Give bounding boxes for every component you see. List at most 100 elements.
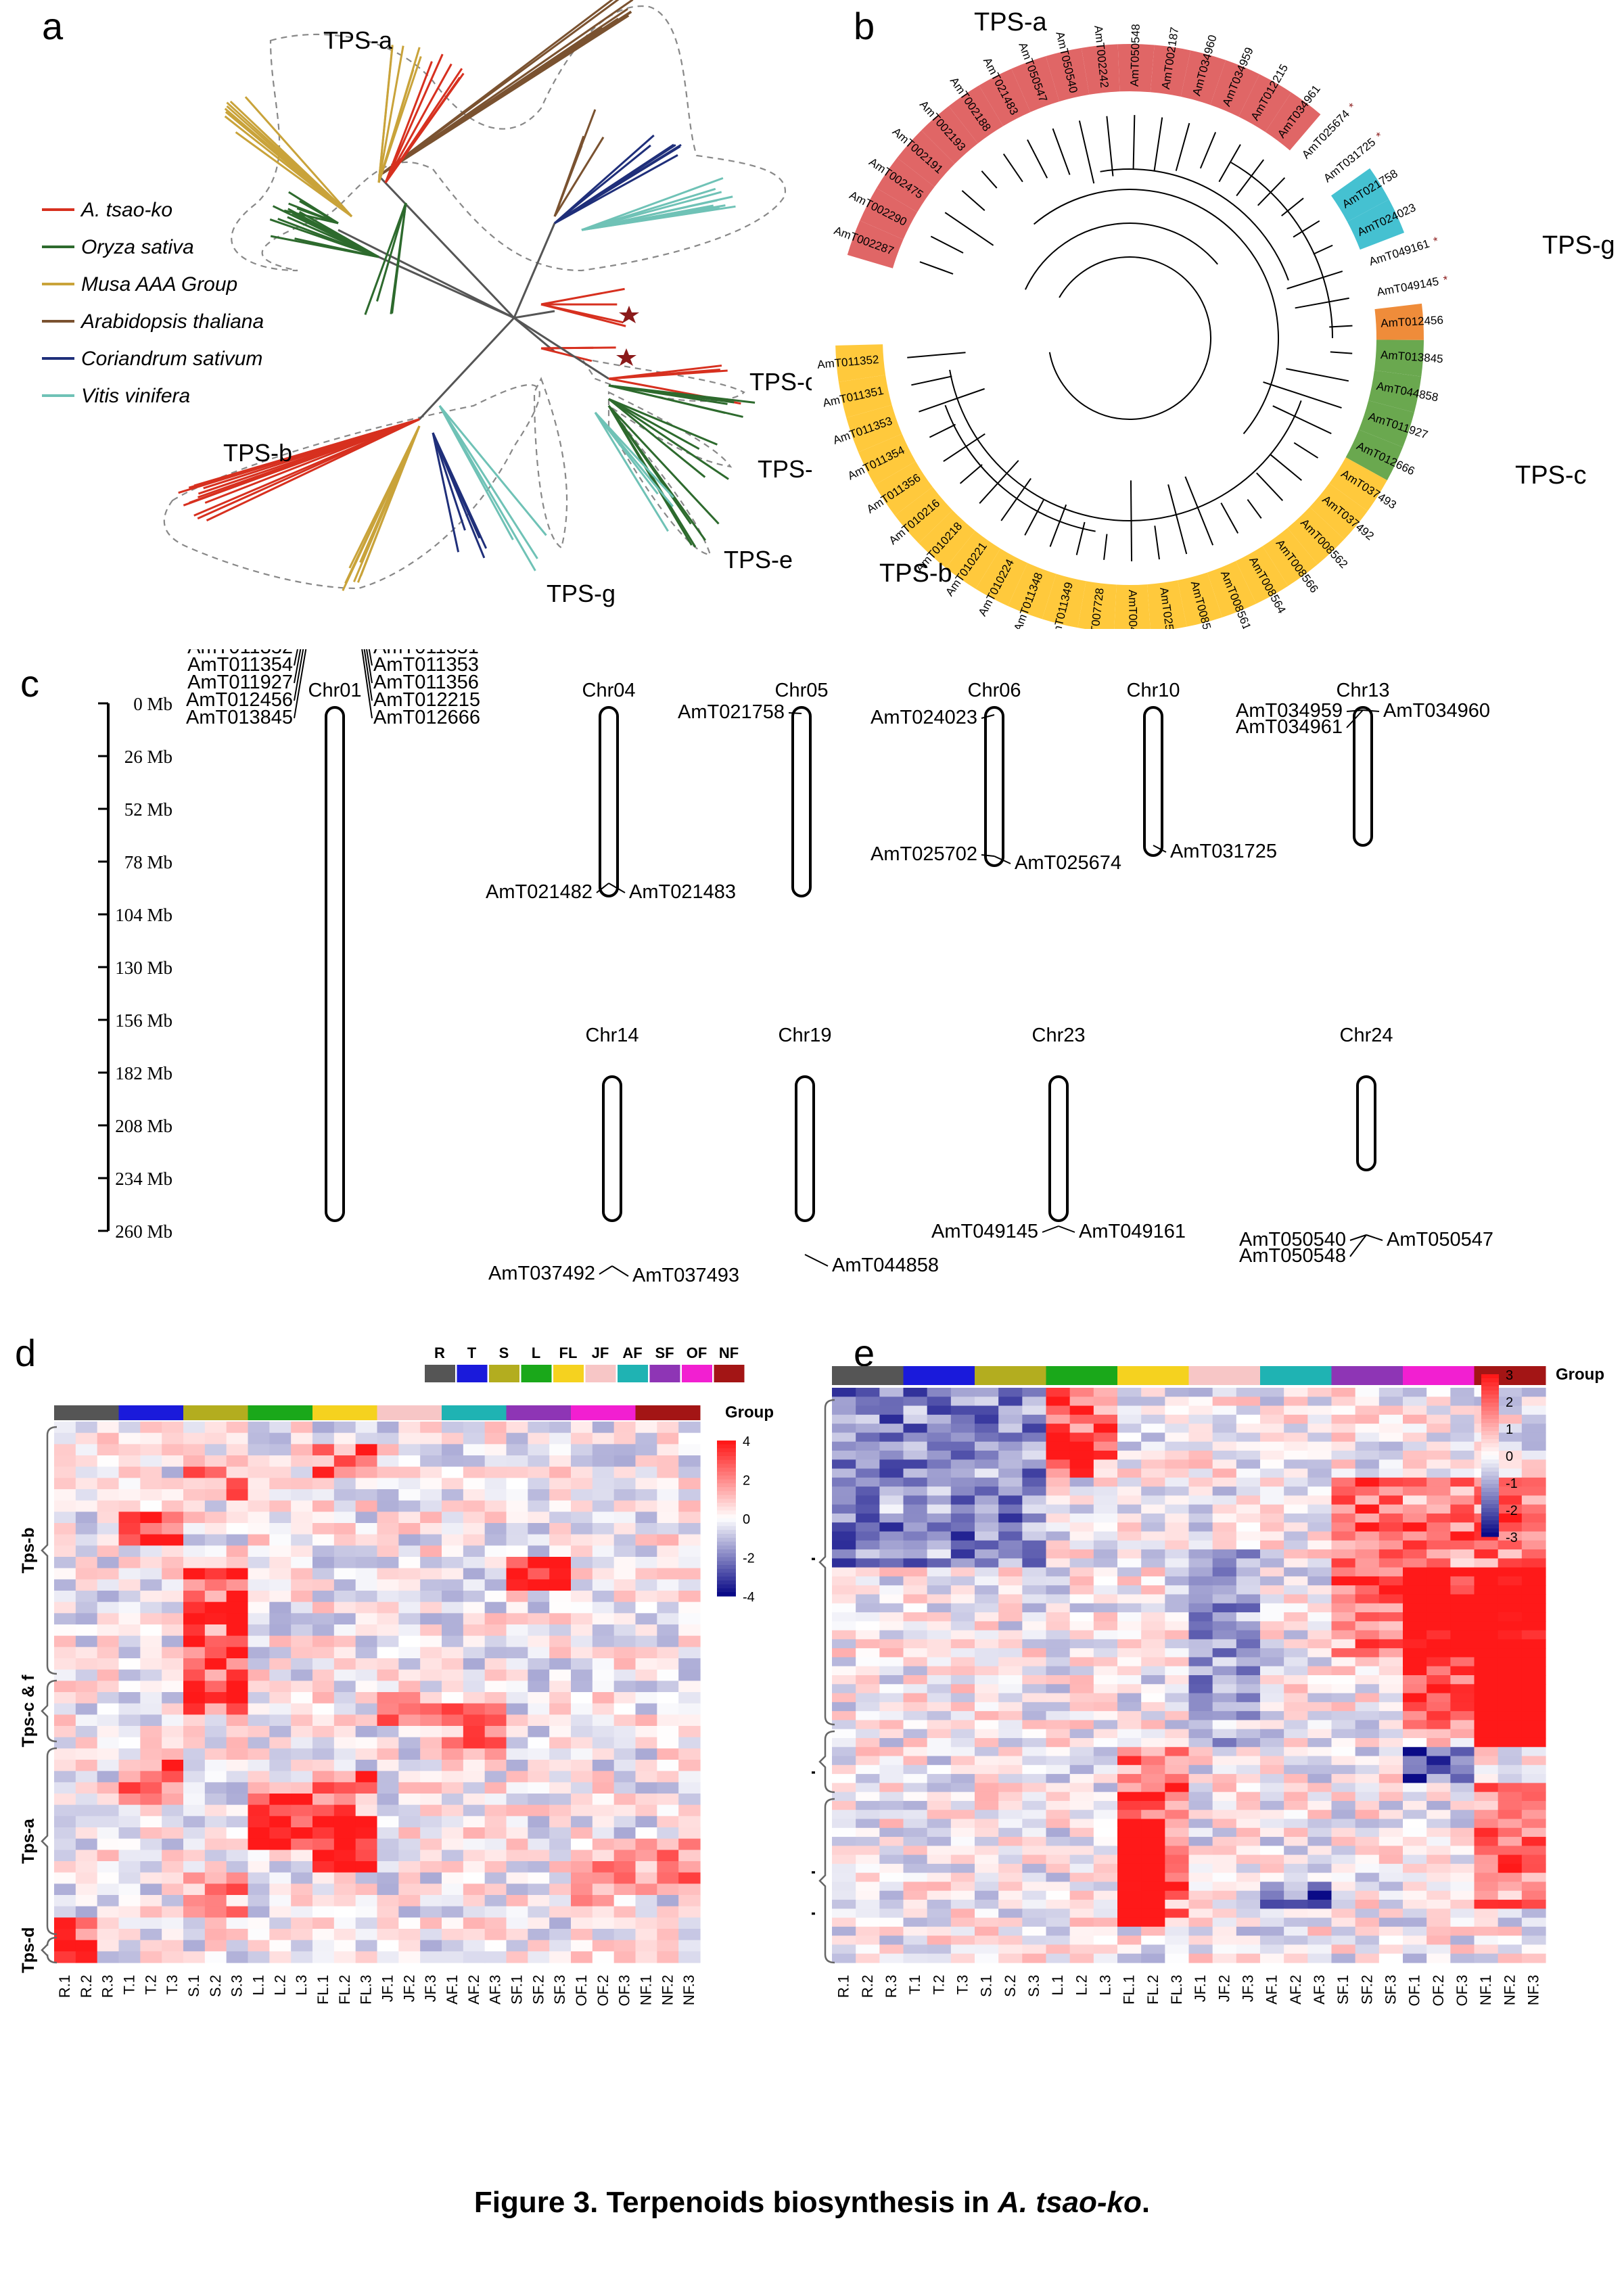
heatmap-cell [1307, 1873, 1332, 1883]
heatmap-cell [1378, 1909, 1403, 1919]
heatmap-cell [549, 1850, 572, 1862]
heatmap-cell [1093, 1630, 1118, 1640]
heatmap-cell [678, 1850, 701, 1862]
heatmap-cell [162, 1591, 184, 1603]
heatmap-cell [1331, 1603, 1356, 1613]
heatmap-cell [54, 1827, 76, 1840]
heatmap-cell [613, 1726, 636, 1738]
heatmap-cell [463, 1940, 486, 1952]
heatmap-cell [1236, 1863, 1261, 1873]
heatmap-cell [903, 1504, 928, 1514]
heatmap-cell [549, 1692, 572, 1704]
sample-label: SF.3 [1382, 1975, 1399, 2005]
heatmap-cell [975, 1827, 999, 1837]
heatmap-cell [442, 1613, 464, 1625]
heatmap-cell [1046, 1900, 1071, 1909]
heatmap-cell [1117, 1909, 1142, 1919]
heatmap-cell [1403, 1720, 1427, 1730]
heatmap-cell [1188, 1477, 1213, 1487]
heatmap-cell [118, 1455, 141, 1468]
heatmap-cell [463, 1895, 486, 1907]
heatmap-cell [377, 1635, 399, 1647]
chromosome-title: Chr01 [308, 680, 362, 701]
heatmap-cell [1046, 1684, 1071, 1694]
heatmap-cell [1141, 1468, 1165, 1478]
heatmap-cell [1521, 1926, 1546, 1936]
heatmap-cell [140, 1726, 162, 1738]
heatmap-cell [879, 1397, 904, 1407]
heatmap-cell [355, 1658, 378, 1670]
heatmap-cell [678, 1771, 701, 1783]
heatmap-cell [571, 1760, 593, 1772]
heatmap-cell [484, 1579, 507, 1591]
heatmap-cell [571, 1489, 593, 1501]
heatmap-cell [571, 1714, 593, 1727]
heatmap-cell [269, 1692, 292, 1704]
heatmap-cell [248, 1545, 270, 1558]
heatmap-cell [1450, 1666, 1475, 1676]
heatmap-cell [1307, 1405, 1332, 1415]
heatmap-cell [1521, 1540, 1546, 1550]
heatmap-cell [1378, 1863, 1403, 1873]
heatmap-cell [528, 1557, 550, 1569]
clade-sector [1207, 561, 1257, 617]
heatmap-cell [355, 1444, 378, 1456]
heatmap-cell [1521, 1756, 1546, 1766]
sample-label: AF.1 [444, 1975, 461, 2005]
heatmap-cell [1521, 1639, 1546, 1649]
heatmap-cell [998, 1890, 1023, 1900]
heatmap-cell [140, 1929, 162, 1941]
heatmap-cell [879, 1827, 904, 1837]
heatmap-cell [291, 1545, 313, 1558]
heatmap-cell [1378, 1639, 1403, 1649]
heatmap-cell [1307, 1648, 1332, 1658]
heatmap-cell [975, 1774, 999, 1783]
heatmap-cell [927, 1549, 952, 1559]
heatmap-cell [54, 1613, 76, 1625]
heatmap-cell [183, 1917, 206, 1929]
heatmap-cell [1426, 1909, 1451, 1919]
sample-label: S.1 [185, 1975, 202, 1997]
legend-swatch [649, 1365, 680, 1382]
heatmap-cell [312, 1703, 335, 1715]
heatmap-cell [1403, 1792, 1427, 1802]
heatmap-cell [1378, 1819, 1403, 1829]
heatmap-cell [975, 1666, 999, 1676]
heatmap-cell [1260, 1504, 1284, 1514]
heatmap-cell [657, 1906, 679, 1918]
heatmap-cell [1236, 1873, 1261, 1883]
heatmap-cell [549, 1455, 572, 1468]
heatmap-cell [1188, 1585, 1213, 1595]
clade-sector [1117, 44, 1155, 93]
heatmap-cell [355, 1692, 378, 1704]
heatmap-cell [463, 1613, 486, 1625]
heatmap-cell [75, 1804, 98, 1817]
heatmap-cell [1093, 1846, 1118, 1856]
heatmap-cell [832, 1909, 856, 1919]
heatmap-cell [1046, 1639, 1071, 1649]
heatmap-cell [463, 1748, 486, 1760]
heatmap-cell [528, 1512, 550, 1524]
heatmap-cell [927, 1540, 952, 1550]
heatmap-cell [97, 1466, 120, 1478]
heatmap-cell [183, 1568, 206, 1580]
heatmap-cell [269, 1523, 292, 1535]
heatmap-cell [420, 1726, 442, 1738]
heatmap-cell [1093, 1764, 1118, 1775]
heatmap-cell [1093, 1576, 1118, 1586]
heatmap-cell [950, 1630, 975, 1640]
sample-label: JF.2 [400, 1975, 417, 2002]
heatmap-cell [54, 1422, 76, 1434]
heatmap-cell [832, 1459, 856, 1470]
heatmap-cell [420, 1895, 442, 1907]
heatmap-cell [592, 1512, 615, 1524]
heatmap-cell [950, 1881, 975, 1892]
heatmap-cell [927, 1513, 952, 1523]
heatmap-cell [269, 1591, 292, 1603]
heatmap-cell [832, 1576, 856, 1586]
heatmap-cell [1521, 1837, 1546, 1846]
heatmap-cell [1093, 1450, 1118, 1460]
heatmap-cell [879, 1388, 904, 1397]
heatmap-cell [950, 1819, 975, 1829]
heatmap-cell [1474, 1953, 1499, 1963]
